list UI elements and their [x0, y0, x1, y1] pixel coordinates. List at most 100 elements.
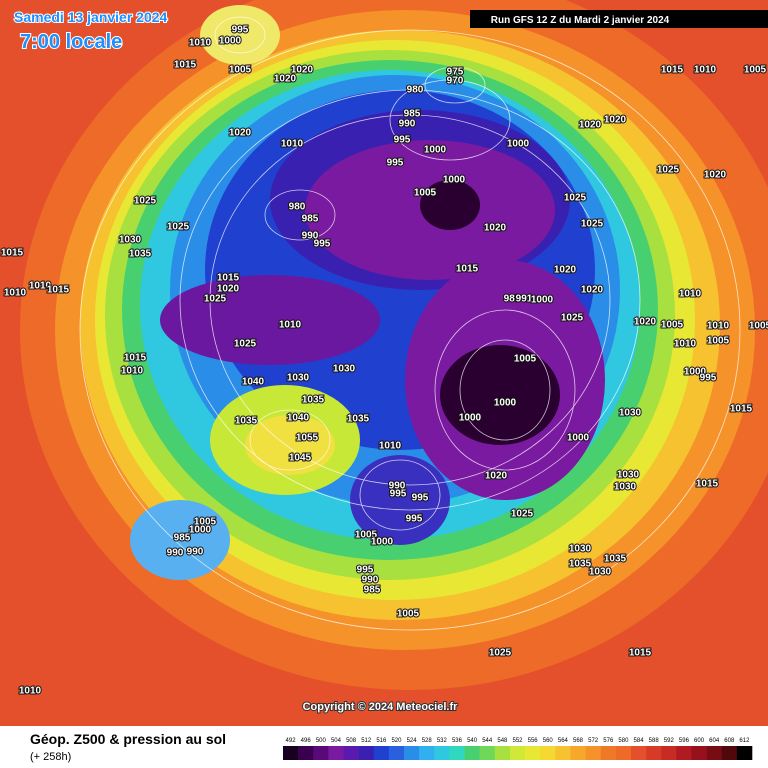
scale-label: 504 — [331, 738, 342, 744]
isobar-label: 1030 — [589, 567, 612, 578]
scale-swatch — [509, 746, 526, 760]
isobar-label: 1015 — [174, 60, 197, 71]
scale-swatch — [721, 746, 738, 760]
scale-label: 528 — [422, 738, 433, 744]
isobar-label: 1035 — [347, 414, 370, 425]
isobar-label: 1010 — [29, 281, 52, 292]
isobar-label: 1020 — [604, 115, 627, 126]
isobar-label: 1030 — [614, 482, 637, 493]
isobar-label: 1005 — [355, 530, 378, 541]
scale-label: 608 — [724, 738, 735, 744]
isobar-label: 1005 — [707, 336, 730, 347]
isobar-label: 1010 — [19, 686, 42, 697]
isobar-label: 1000 — [189, 525, 212, 536]
isobar-label: 1010 — [379, 441, 402, 452]
isobar-label: 990 — [302, 231, 319, 242]
scale-label: 560 — [543, 738, 554, 744]
scale-label: 512 — [361, 738, 372, 744]
scale-label: 596 — [679, 738, 690, 744]
isobar-label: 985 — [174, 533, 191, 544]
legend-lead: (+ 258h) — [30, 751, 71, 763]
scale-swatch — [358, 746, 375, 760]
isobar-label: 1000 — [531, 295, 554, 306]
isobar-label: 1010 — [189, 38, 212, 49]
forecast-date: Samedi 13 janvier 2024 — [14, 9, 168, 25]
isobar-label: 980 — [289, 202, 306, 213]
isobar-label: 1015 — [456, 264, 479, 275]
scale-swatch — [646, 746, 662, 760]
scale-label: 516 — [376, 738, 387, 744]
isobar-label: 1035 — [235, 416, 258, 427]
isobar-label: 1010 — [694, 65, 717, 76]
scale-swatch — [343, 746, 359, 760]
isobar-label: 1020 — [554, 265, 577, 276]
isobar-label: 980 — [407, 85, 424, 96]
run-info: Run GFS 12 Z du Mardi 2 janvier 2024 — [491, 15, 670, 26]
scale-label: 496 — [301, 738, 312, 744]
isobar-label: 1025 — [561, 313, 584, 324]
isobar-label: 985 — [302, 214, 319, 225]
scale-label: 508 — [346, 738, 357, 744]
isobar-label: 1010 — [674, 339, 697, 350]
isobar-label: 1000 — [684, 367, 707, 378]
isobar-label: 1025 — [489, 648, 512, 659]
isobar-label: 1035 — [129, 249, 152, 260]
isobar-label: 1015 — [696, 479, 719, 490]
scale-swatch — [494, 746, 511, 760]
scale-label: 540 — [467, 738, 478, 744]
isobar-label: 1015 — [730, 404, 753, 415]
isobar-label: 1025 — [657, 165, 680, 176]
isobar-label: 1015 — [47, 285, 70, 296]
isobar-label: 1005 — [514, 354, 537, 365]
scale-label: 568 — [573, 738, 584, 744]
isobar-label: 995 — [232, 25, 249, 36]
scale-label: 532 — [437, 738, 448, 744]
isobar-label: 1025 — [204, 294, 227, 305]
isobar-label: 991 — [516, 294, 533, 305]
isobar-label: 1030 — [333, 364, 356, 375]
isobar-label: 1010 — [121, 366, 144, 377]
isobar-label: 1020 — [485, 471, 508, 482]
scale-swatch — [736, 746, 753, 760]
scale-label: 500 — [316, 738, 327, 744]
scale-swatch — [313, 746, 329, 760]
isobar-label: 1005 — [414, 188, 437, 199]
isobar-label: 1020 — [579, 120, 602, 131]
isobar-label: 990 — [389, 481, 406, 492]
scale-swatch — [570, 746, 586, 760]
forecast-time: 7:00 locale — [20, 31, 122, 53]
isobar-label: 1020 — [704, 170, 727, 181]
isobar-label: 1015 — [124, 353, 147, 364]
scale-label: 492 — [286, 738, 297, 744]
scale-swatch — [661, 746, 677, 760]
isobar-label: 1020 — [291, 65, 314, 76]
isobar-label: 1010 — [4, 288, 27, 299]
scale-label: 552 — [512, 738, 523, 744]
scale-swatch — [419, 746, 435, 760]
scale-label: 600 — [694, 738, 705, 744]
scale-label: 556 — [528, 738, 539, 744]
isobar-label: 1020 — [634, 317, 657, 328]
scale-swatch — [525, 746, 541, 760]
isobar-label: 1025 — [134, 196, 157, 207]
isobar-label: 1035 — [569, 559, 592, 570]
isobar-label: 1000 — [371, 537, 394, 548]
isobar-label: 995 — [357, 565, 374, 576]
map-field — [0, 0, 768, 726]
isobar-label: 1035 — [604, 554, 627, 565]
isobar-label: 989 — [504, 294, 521, 305]
scale-swatch — [585, 746, 602, 760]
scale-label: 524 — [407, 738, 418, 744]
scale-label: 592 — [664, 738, 675, 744]
isobar-label: 1015 — [629, 648, 652, 659]
scale-label: 604 — [709, 738, 720, 744]
isobar-label: 1040 — [287, 413, 310, 424]
scale-swatch — [676, 746, 692, 760]
scale-label: 548 — [497, 738, 508, 744]
isobar-label: 990 — [167, 548, 184, 559]
isobar-label: 1010 — [707, 321, 730, 332]
scale-swatch — [373, 746, 390, 760]
isobar-label: 1030 — [619, 408, 642, 419]
scale-swatch — [283, 746, 299, 760]
